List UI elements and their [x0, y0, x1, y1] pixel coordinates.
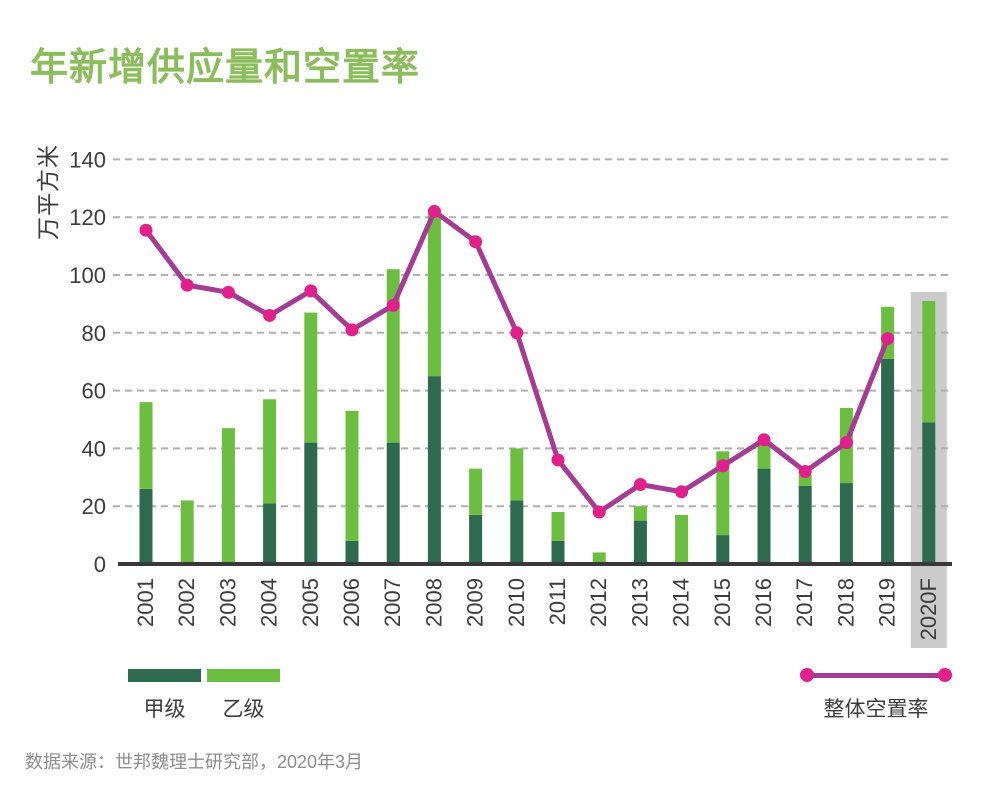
x-axis-label-2018: 2018 — [833, 578, 858, 627]
x-axis-label-2001: 2001 — [133, 578, 158, 627]
bar-segment-grade-a-2013 — [633, 520, 647, 564]
x-axis-label-2017: 2017 — [792, 578, 817, 627]
bar-segment-grade-b-2017 — [798, 474, 812, 486]
bar-segment-grade-b-2014 — [675, 514, 689, 564]
bar-segment-grade-a-2010 — [510, 500, 524, 564]
chart-title: 年新增供应量和空置率 — [30, 47, 421, 89]
x-axis-label-2014: 2014 — [669, 578, 694, 627]
bar-segment-grade-b-2005 — [304, 312, 318, 443]
vacancy-point-2014 — [675, 485, 689, 499]
x-axis-label-2008: 2008 — [421, 578, 446, 627]
y-axis-tick-label: 80 — [82, 321, 106, 346]
x-axis-label-2011: 2011 — [545, 578, 570, 625]
data-source-note: 数据来源：世邦魏理士研究部，2020年3月 — [25, 752, 364, 772]
x-axis-label-2015: 2015 — [710, 578, 735, 627]
grade-a-label: 甲级 — [143, 698, 186, 721]
bar-segment-grade-a-2017 — [798, 485, 812, 564]
x-axis-label-2004: 2004 — [257, 578, 282, 627]
bar-segment-grade-a-2015 — [716, 535, 730, 564]
vacancy-dot-icon — [800, 668, 814, 682]
bar-segment-grade-a-2005 — [304, 442, 318, 564]
line-legend: 整体空置率 — [800, 668, 952, 723]
bar-segment-grade-a-2001 — [139, 488, 153, 564]
vacancy-point-2019 — [881, 332, 895, 346]
bar-segment-grade-a-2019 — [881, 358, 895, 564]
x-axis-label-2010: 2010 — [504, 578, 529, 627]
x-axis-label-2020F: 2020F — [916, 578, 941, 640]
bar-segment-grade-b-2006 — [345, 410, 359, 541]
legend-item-grade-b: 乙级 — [207, 669, 280, 723]
bar-segment-grade-a-2011 — [551, 540, 565, 564]
vacancy-point-2018 — [839, 436, 853, 450]
x-axis-label-2003: 2003 — [215, 578, 240, 627]
bar-segment-grade-b-2001 — [139, 402, 153, 489]
legend-item-grade-a: 甲级 — [128, 669, 201, 723]
bar-segment-grade-a-2006 — [345, 540, 359, 564]
bar-segment-grade-b-2008 — [427, 208, 441, 377]
vacancy-point-2013 — [633, 478, 647, 492]
y-axis-tick-label: 0 — [94, 552, 106, 577]
bar-segment-grade-b-2013 — [633, 506, 647, 521]
vacancy-point-2010 — [510, 326, 524, 340]
vacancy-point-2016 — [757, 433, 771, 447]
bar-segment-grade-b-2015 — [716, 451, 730, 536]
x-axis-label-2007: 2007 — [380, 578, 405, 627]
bar-segment-grade-a-2007 — [386, 442, 400, 564]
x-axis-label-2005: 2005 — [298, 578, 323, 627]
vacancy-point-2008 — [427, 204, 441, 218]
vacancy-point-2017 — [798, 465, 812, 479]
grade-b-label: 乙级 — [222, 698, 265, 721]
x-axis-label-2006: 2006 — [339, 578, 364, 627]
vacancy-point-2002 — [180, 278, 194, 292]
vacancy-point-2012 — [592, 505, 606, 519]
x-axis-label-2013: 2013 — [627, 578, 652, 627]
bar-segment-grade-b-2009 — [469, 468, 483, 515]
bar-segment-grade-b-2007 — [386, 269, 400, 443]
vacancy-point-2011 — [551, 453, 565, 467]
vacancy-point-2004 — [263, 308, 277, 322]
bar-segment-grade-b-2010 — [510, 448, 524, 501]
y-axis-tick-label: 100 — [69, 263, 106, 288]
vacancy-point-2015 — [716, 459, 730, 473]
x-axis-label-2016: 2016 — [751, 578, 776, 627]
bar-segment-grade-b-2003 — [221, 428, 235, 564]
bar-legend: 甲级 乙级 — [128, 669, 280, 723]
y-axis-tick-label: 140 — [69, 147, 106, 172]
bar-segment-grade-b-2011 — [551, 511, 565, 541]
vacancy-point-2003 — [221, 285, 235, 299]
vacancy-label: 整体空置率 — [823, 698, 929, 721]
vacancy-line-icon — [812, 672, 940, 678]
y-axis-tick-label: 120 — [69, 205, 106, 230]
bar-segment-grade-a-2009 — [469, 514, 483, 564]
bar-segment-grade-a-2008 — [427, 376, 441, 564]
y-axis-tick-label: 20 — [82, 494, 106, 519]
vacancy-point-2005 — [304, 284, 318, 298]
x-axis-label-2019: 2019 — [875, 578, 900, 627]
bar-segment-grade-b-2012 — [592, 552, 606, 564]
bar-segment-grade-b-2002 — [180, 500, 194, 564]
x-axis-label-2002: 2002 — [174, 578, 199, 627]
bar-segment-grade-b-2016 — [757, 442, 771, 469]
y-axis-unit-label: 万平方米 — [35, 144, 61, 240]
vacancy-dot-icon — [938, 668, 952, 682]
grade-b-swatch — [207, 669, 280, 682]
y-axis-tick-label: 60 — [82, 379, 106, 404]
bar-segment-grade-b-2004 — [263, 399, 277, 504]
bar-segment-grade-b-2020F — [922, 301, 936, 423]
vacancy-line-sample — [800, 668, 952, 682]
bar-segment-grade-a-2004 — [263, 503, 277, 564]
vacancy-point-2006 — [345, 323, 359, 337]
vacancy-point-2009 — [469, 235, 483, 249]
vacancy-point-2001 — [139, 223, 153, 237]
x-axis-label-2012: 2012 — [586, 578, 611, 627]
y-axis-tick-label: 40 — [82, 436, 106, 461]
vacancy-point-2007 — [386, 298, 400, 312]
bar-segment-grade-a-2018 — [839, 483, 853, 564]
bar-segment-grade-a-2020F — [922, 422, 936, 564]
bar-segment-grade-a-2016 — [757, 468, 771, 564]
grade-a-swatch — [128, 669, 201, 682]
x-axis-label-2009: 2009 — [463, 578, 488, 627]
x-axis-line — [118, 562, 952, 566]
